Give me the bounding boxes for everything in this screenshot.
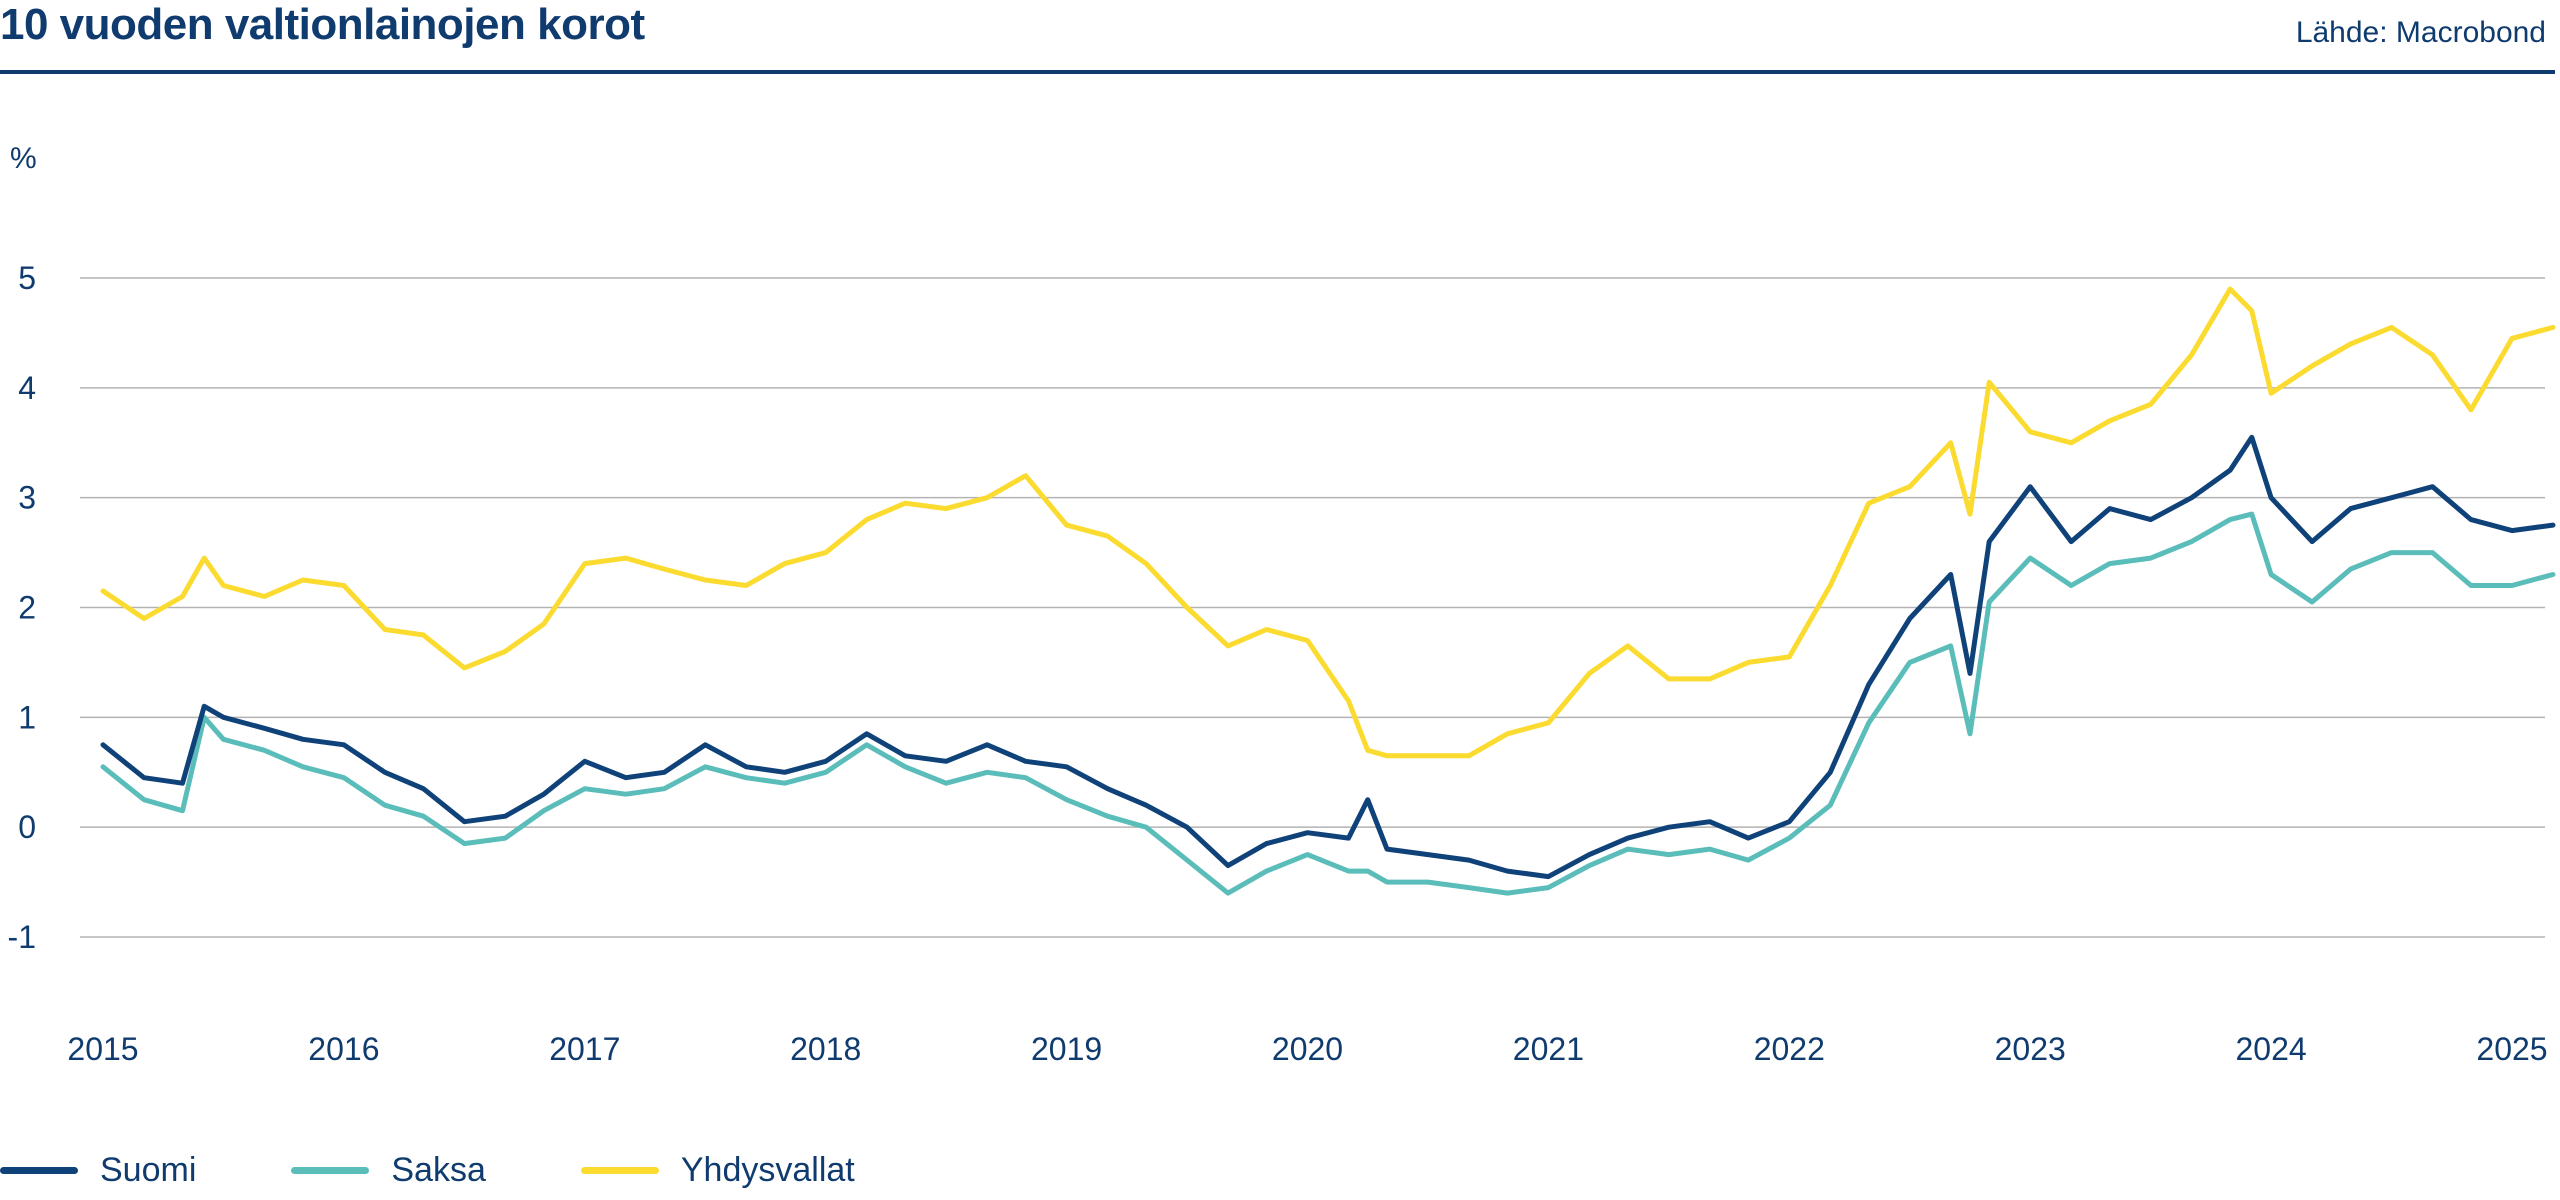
line-chart: 5 4 3 2 1 0 -1 2015 2016 2017 2018 2019 2020 2021 202… bbox=[8, 142, 2556, 1067]
source-label: Lähde: Macrobond bbox=[2295, 16, 2546, 49]
x-tick-label: 2025 bbox=[2476, 1031, 2547, 1067]
y-tick-label: 1 bbox=[18, 699, 36, 735]
legend-swatch-suomi bbox=[0, 1166, 78, 1174]
series-line-saksa bbox=[100, 511, 2556, 896]
x-tick-label: 2018 bbox=[790, 1031, 861, 1067]
legend-swatch-yhdysvallat bbox=[580, 1166, 659, 1174]
x-tick-label: 2016 bbox=[308, 1031, 379, 1067]
series-line-yhdysvallat bbox=[100, 286, 2556, 759]
x-tick-label: 2020 bbox=[1272, 1031, 1343, 1067]
x-tick-label: 2023 bbox=[1995, 1031, 2066, 1067]
chart-title: 10 vuoden valtionlainojen korot bbox=[0, 0, 645, 49]
y-tick-label: 2 bbox=[18, 590, 36, 626]
x-tick-label: 2019 bbox=[1031, 1031, 1102, 1067]
legend-label-suomi: Suomi bbox=[100, 1150, 197, 1189]
title-divider bbox=[0, 70, 2555, 74]
x-tick-label: 2017 bbox=[549, 1031, 620, 1067]
legend-item-saksa: Saksa bbox=[291, 1151, 486, 1190]
y-tick-label: -1 bbox=[8, 919, 36, 955]
x-tick-label: 2024 bbox=[2236, 1031, 2307, 1067]
legend-item-suomi: Suomi bbox=[0, 1151, 196, 1190]
legend-label-saksa: Saksa bbox=[391, 1150, 486, 1189]
y-tick-label: 0 bbox=[18, 809, 36, 845]
x-tick-label: 2015 bbox=[67, 1031, 138, 1067]
y-axis-label: % bbox=[10, 142, 37, 175]
legend-swatch-saksa bbox=[291, 1166, 370, 1174]
y-tick-label: 3 bbox=[18, 480, 36, 516]
y-tick-label: 5 bbox=[18, 260, 36, 296]
y-axis-ticks: 5 4 3 2 1 0 -1 bbox=[8, 260, 36, 955]
grid-lines bbox=[80, 277, 2545, 938]
legend: Suomi Saksa Yhdysvallat bbox=[0, 1150, 950, 1190]
x-axis-ticks: 2015 2016 2017 2018 2019 2020 2021 2022 2023 2024… bbox=[67, 1031, 2547, 1067]
x-tick-label: 2022 bbox=[1754, 1031, 1825, 1067]
legend-item-yhdysvallat: Yhdysvallat bbox=[580, 1150, 855, 1190]
series-line-suomi bbox=[100, 434, 2556, 880]
series-lines bbox=[100, 286, 2556, 896]
x-tick-label: 2021 bbox=[1513, 1031, 1584, 1067]
legend-label-yhdysvallat: Yhdysvallat bbox=[680, 1150, 855, 1189]
y-tick-label: 4 bbox=[18, 370, 36, 406]
